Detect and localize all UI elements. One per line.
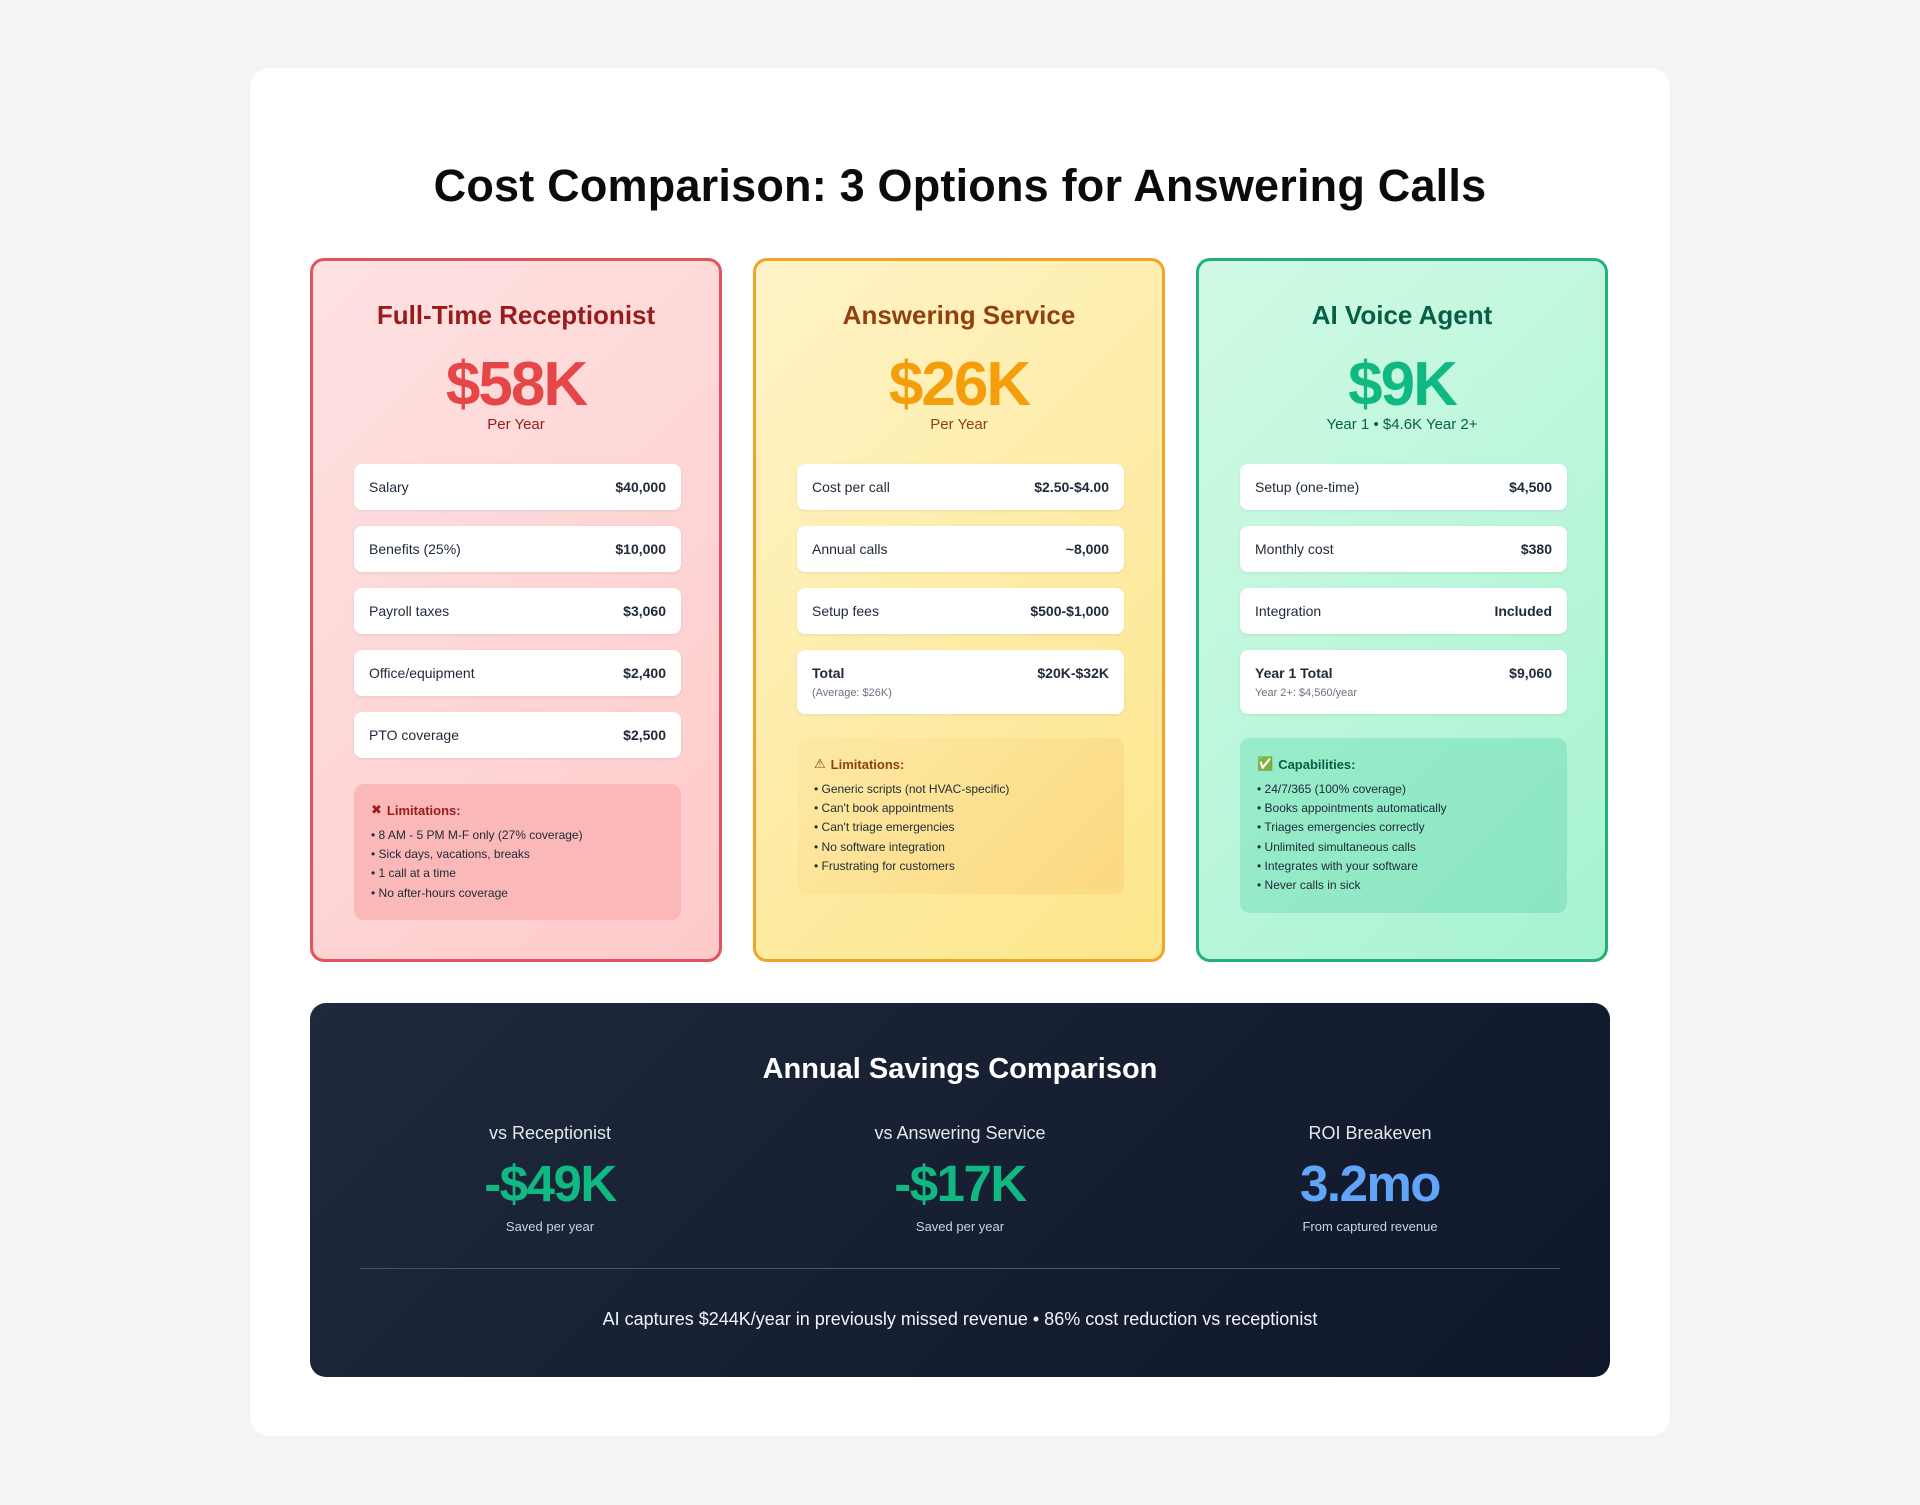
cost-row: Cost per call $2.50-$4.00 [797, 464, 1124, 510]
cost-row: Office/equipment $2,400 [354, 650, 681, 696]
checkmark-icon: ✅ [1257, 756, 1274, 771]
total-row: Year 1 Total $9,060 Year 2+: $4,560/year [1240, 650, 1567, 714]
cost-label: Monthly cost [1255, 541, 1334, 557]
limitations-box: ⚠ Limitations: • Generic scripts (not HV… [797, 738, 1124, 894]
savings-title: Annual Savings Comparison [762, 1053, 1158, 1085]
cost-row: Annual calls ~8,000 [797, 526, 1124, 572]
list-item: • 8 AM - 5 PM M-F only (27% coverage) [371, 828, 583, 842]
card-title: AI Voice Agent [1311, 300, 1493, 330]
list-item: • Generic scripts (not HVAC-specific) [814, 782, 1010, 796]
note-title: Limitations: [830, 756, 905, 772]
metric-value: 3.2mo [1300, 1155, 1441, 1212]
total-value: $20K-$32K [1037, 665, 1109, 681]
total-row: Total $20K-$32K (Average: $26K) [797, 650, 1124, 714]
cost-label: Integration [1255, 603, 1322, 619]
cost-label: PTO coverage [369, 727, 460, 743]
total-label: Total [812, 665, 845, 681]
metric-note: Saved per year [915, 1219, 1005, 1234]
list-item: • Can't triage emergencies [814, 820, 955, 835]
cost-value: $4,500 [1509, 479, 1552, 495]
cost-value: Included [1494, 603, 1552, 619]
limitations-box: ✖ Limitations: • 8 AM - 5 PM M-F only (2… [354, 784, 681, 920]
cost-row: Integration Included [1240, 588, 1567, 634]
cost-value: $40,000 [615, 479, 666, 495]
cost-row: Payroll taxes $3,060 [354, 588, 681, 634]
cost-label: Cost per call [812, 479, 890, 495]
total-note: Year 2+: $4,560/year [1255, 687, 1358, 699]
note-title: Limitations: [386, 802, 461, 818]
list-item: • Can't book appointments [814, 801, 954, 816]
list-item: • No after-hours coverage [371, 885, 508, 900]
cost-label: Annual calls [812, 541, 888, 557]
cost-row: Setup (one-time) $4,500 [1240, 464, 1567, 510]
metric-value: -$49K [484, 1155, 617, 1212]
receptionist-card: Full-Time Receptionist $58K Per Year Sal… [310, 258, 722, 962]
total-value: $9,060 [1509, 665, 1552, 681]
cost-label: Benefits (25%) [369, 541, 461, 557]
capabilities-box: ✅ Capabilities: • 24/7/365 (100% coverag… [1240, 738, 1567, 913]
note-title-row: ✖ Limitations: [371, 802, 664, 818]
list-item: • Never calls in sick [1257, 878, 1361, 893]
comparison-page: Cost Comparison: 3 Options for Answering… [250, 68, 1670, 1436]
list-item: • Frustrating for customers [814, 858, 955, 873]
cost-value: $500-$1,000 [1030, 603, 1109, 619]
savings-metric: vs Answering Service -$17K Saved per yea… [760, 1123, 1160, 1234]
list-item: • 24/7/365 (100% coverage) [1257, 782, 1406, 796]
metric-value: -$17K [894, 1155, 1027, 1212]
cost-label: Setup fees [812, 603, 879, 619]
savings-metric: vs Receptionist -$49K Saved per year [350, 1123, 750, 1234]
metric-label: vs Answering Service [874, 1123, 1046, 1143]
roi-metric: ROI Breakeven 3.2mo From captured revenu… [1170, 1123, 1570, 1234]
note-title: Capabilities: [1278, 756, 1356, 772]
total-label: Year 1 Total [1255, 665, 1333, 681]
cost-value: $10,000 [615, 541, 666, 557]
cost-row: Salary $40,000 [354, 464, 681, 510]
list-item: • Triages emergencies correctly [1257, 820, 1425, 835]
cost-row: Monthly cost $380 [1240, 526, 1567, 572]
card-price: $9K [1348, 350, 1458, 419]
metric-note: From captured revenue [1302, 1219, 1438, 1234]
answering-service-card: Answering Service $26K Per Year Cost per… [753, 258, 1165, 962]
option-cards: Full-Time Receptionist $58K Per Year Sal… [310, 258, 1610, 962]
list-item: • Unlimited simultaneous calls [1257, 839, 1416, 854]
note-title-row: ✅ Capabilities: [1257, 756, 1550, 772]
savings-panel: Annual Savings Comparison vs Receptionis… [310, 1003, 1610, 1377]
cost-row: Setup fees $500-$1,000 [797, 588, 1124, 634]
list-item: • Books appointments automatically [1257, 801, 1447, 816]
cost-value: $2.50-$4.00 [1034, 479, 1109, 495]
card-price: $58K [445, 350, 588, 419]
metric-note: Saved per year [505, 1219, 595, 1234]
ai-voice-agent-card: AI Voice Agent $9K Year 1 • $4.6K Year 2… [1196, 258, 1608, 962]
cost-value: $2,500 [623, 727, 666, 743]
list-item: • Integrates with your software [1257, 858, 1418, 873]
list-item: • No software integration [814, 839, 945, 854]
cost-value: $3,060 [623, 603, 666, 619]
cost-value: $380 [1520, 541, 1552, 557]
page-title: Cost Comparison: 3 Options for Answering… [433, 160, 1487, 211]
total-note: (Average: $26K) [812, 687, 892, 699]
list-item: • Sick days, vacations, breaks [371, 847, 530, 862]
cost-label: Payroll taxes [369, 603, 450, 619]
cost-row: Benefits (25%) $10,000 [354, 526, 681, 572]
note-title-row: ⚠ Limitations: [814, 756, 1107, 772]
metric-label: vs Receptionist [488, 1123, 612, 1143]
card-title: Full-Time Receptionist [376, 300, 656, 330]
cost-label: Office/equipment [369, 665, 475, 681]
card-subtitle: Year 1 • $4.6K Year 2+ [1326, 416, 1478, 433]
cost-label: Salary [369, 479, 409, 495]
cost-row: PTO coverage $2,500 [354, 712, 681, 758]
divider [360, 1268, 1560, 1269]
cost-label: Setup (one-time) [1255, 479, 1360, 495]
card-price: $26K [888, 350, 1031, 419]
card-subtitle: Per Year [930, 416, 988, 433]
cost-value: $2,400 [623, 665, 666, 681]
metric-label: ROI Breakeven [1308, 1123, 1432, 1143]
warning-icon: ⚠ [814, 756, 826, 771]
x-icon: ✖ [371, 802, 382, 817]
list-item: • 1 call at a time [371, 866, 456, 881]
cost-value: ~8,000 [1065, 541, 1109, 557]
savings-footer: AI captures $244K/year in previously mis… [602, 1309, 1318, 1329]
card-title: Answering Service [842, 300, 1076, 330]
card-subtitle: Per Year [487, 416, 545, 433]
